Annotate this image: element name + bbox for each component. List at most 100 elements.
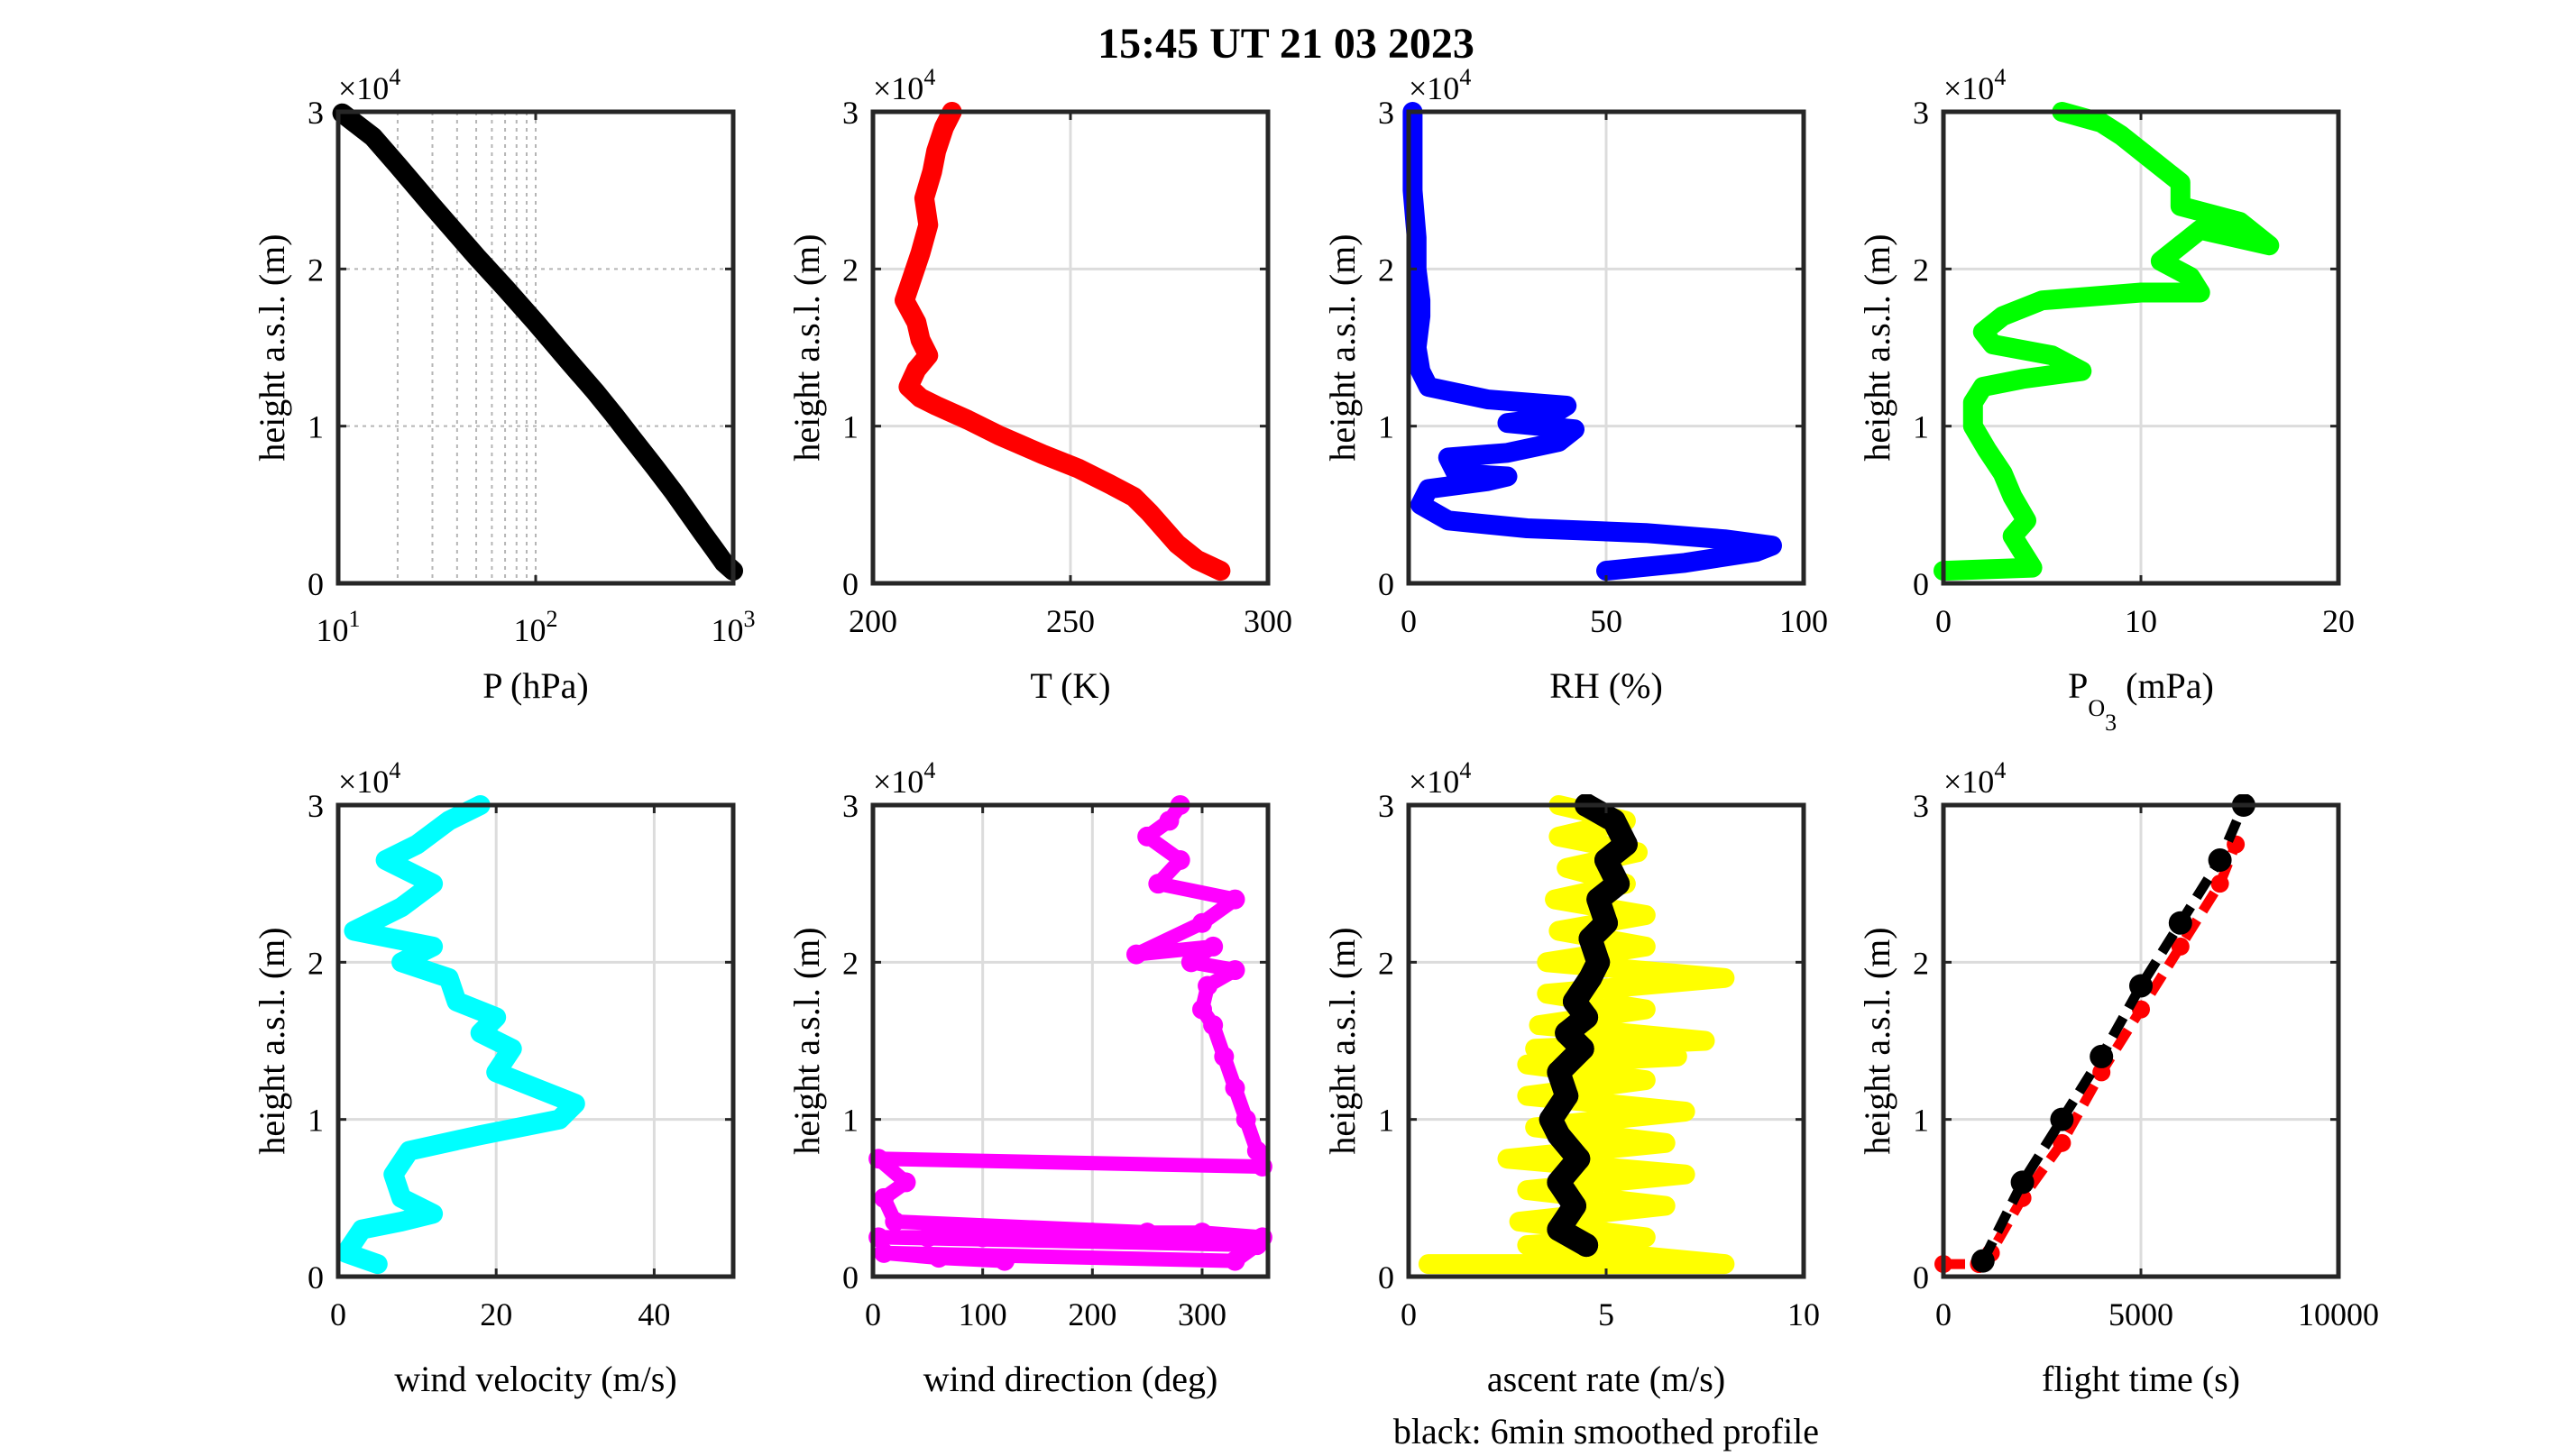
data-point <box>1613 832 1638 856</box>
data-layer <box>1934 102 2280 581</box>
y-tick-label: 2 <box>1913 945 1929 981</box>
data-point <box>1546 890 1565 909</box>
data-point <box>1636 524 1655 543</box>
data-point <box>874 1187 895 1208</box>
subplot-ozone: 0 10 20 0 1 2 3 ×104 height a.s.l. (m) PO3 (mPa) <box>1857 64 2355 736</box>
data-point <box>1715 1255 1734 1274</box>
x-tick-label: 200 <box>849 603 897 639</box>
subplot-pressure: 101 102 103 0 1 2 3 ×104 height a.s.l. (m) P (hPa… <box>252 64 756 706</box>
data-point <box>1715 530 1734 549</box>
data-point <box>2171 173 2190 192</box>
y-axis-label: height a.s.l. (m) <box>1322 927 1363 1154</box>
x-axis: 101 102 103 <box>317 112 756 648</box>
data-point <box>911 389 930 407</box>
data-point <box>1478 472 1497 490</box>
data-point <box>911 330 930 349</box>
data-point <box>1970 1249 1995 1273</box>
data-point <box>907 313 926 332</box>
x-tick-label: 0 <box>330 1296 346 1332</box>
data-point <box>1403 133 1422 152</box>
y-tick-label: 2 <box>842 945 859 981</box>
data-point <box>585 382 604 401</box>
data-point <box>1137 1222 1158 1243</box>
data-point <box>903 268 922 287</box>
data-point <box>2072 362 2091 380</box>
data-point <box>1518 1055 1537 1074</box>
data-point <box>1597 562 1615 581</box>
figure-title: 15:45 UT 21 03 2023 <box>1098 20 1474 68</box>
data-point <box>487 1008 506 1027</box>
data-point <box>1555 1084 1579 1108</box>
x-axis-label: wind velocity (m/s) <box>394 1359 676 1399</box>
subplot-wind_direction: 0 100 200 300 0 1 2 3 ×104 height a.s.l. (m) wind … <box>786 757 1272 1399</box>
x-tick-label: 10 <box>2125 603 2157 639</box>
y-tick-label: 1 <box>308 1103 324 1139</box>
y-exponent-label: ×104 <box>873 64 935 106</box>
data-point <box>2260 236 2279 255</box>
data-point <box>424 875 443 893</box>
data-point <box>911 243 930 262</box>
data-point <box>1656 1133 1675 1152</box>
data-point <box>1636 1071 1655 1090</box>
y-exponent-label: ×104 <box>1943 757 2006 800</box>
subplot-flight_time: 0 5000 10000 0 1 2 3 ×104 height a.s.l. (m) fligh… <box>1857 757 2379 1399</box>
data-point <box>376 851 395 870</box>
data-point <box>2003 527 2022 545</box>
data-point <box>344 921 363 940</box>
data-point <box>2023 558 2042 577</box>
data-point <box>1667 1047 1686 1066</box>
y-tick-label: 3 <box>1378 95 1394 131</box>
y-axis-label: height a.s.l. (m) <box>786 927 827 1154</box>
data-point <box>1198 975 1218 996</box>
subplot-humidity: 0 50 100 0 1 2 3 ×104 height a.s.l. (m) RH (%) <box>1322 64 1828 706</box>
data-point <box>2168 911 2192 935</box>
data-point <box>1148 874 1169 894</box>
x-tick-label: 300 <box>1244 603 1292 639</box>
data-point <box>896 1172 916 1193</box>
data-point <box>1636 1000 1655 1019</box>
data-point <box>1978 440 1997 459</box>
x-tick-label: 0 <box>1935 603 1952 639</box>
data-point <box>1747 543 1766 562</box>
y-exponent-label: ×104 <box>338 757 400 800</box>
x-axis-label: T (K) <box>1030 665 1110 706</box>
data-point <box>1594 911 1618 935</box>
data-point <box>1498 414 1517 433</box>
data-point <box>1973 323 1992 342</box>
x-axis-label: ascent rate (m/s) <box>1487 1359 1725 1399</box>
data-point <box>400 1141 418 1160</box>
series-line <box>895 102 1231 581</box>
y-exponent-label: ×104 <box>1409 757 1471 800</box>
data-point <box>1602 809 1626 833</box>
data-point <box>2053 1133 2071 1152</box>
data-point <box>1438 511 1457 530</box>
data-point <box>408 835 427 854</box>
y-tick-label: 2 <box>308 252 324 288</box>
y-tick-label: 1 <box>1378 409 1394 445</box>
y-exponent-label: ×104 <box>873 757 935 800</box>
y-tick-label: 3 <box>308 95 324 131</box>
data-point <box>2129 974 2153 998</box>
data-point <box>990 426 1009 445</box>
data-point <box>995 1250 1015 1271</box>
data-point <box>1510 1212 1529 1231</box>
data-point <box>1636 906 1655 925</box>
x-tick-label: 250 <box>1046 603 1095 639</box>
y-axis: 0 1 2 3 <box>1913 788 2338 1296</box>
data-point <box>1403 181 1422 200</box>
y-tick-label: 1 <box>308 409 324 445</box>
data-point <box>565 1094 584 1113</box>
data-point <box>1538 953 1557 972</box>
data-point <box>919 346 938 365</box>
data-point <box>424 1204 443 1223</box>
data-point <box>2033 291 2052 310</box>
data-point <box>1140 503 1159 522</box>
data-point <box>384 1165 403 1184</box>
data-point <box>2016 511 2035 530</box>
data-layer <box>895 102 1231 581</box>
x-tick-label: 200 <box>1068 1296 1116 1332</box>
data-point <box>2230 213 2249 232</box>
data-point <box>1538 984 1557 1003</box>
y-tick-label: 3 <box>842 788 859 824</box>
